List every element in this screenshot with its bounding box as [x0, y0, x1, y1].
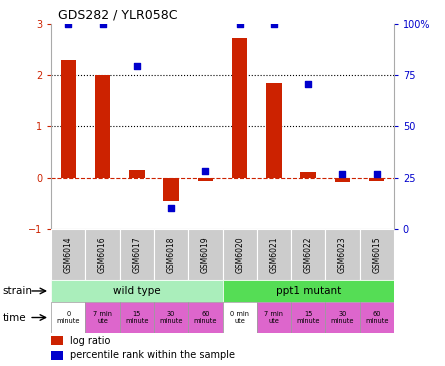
Text: 15
minute: 15 minute: [125, 311, 149, 324]
Bar: [222, 229, 257, 280]
Text: GSM6023: GSM6023: [338, 236, 347, 273]
Bar: [222, 302, 257, 333]
Text: GSM6016: GSM6016: [98, 236, 107, 273]
Bar: [188, 229, 222, 280]
Point: [271, 21, 278, 27]
Bar: [51, 336, 63, 346]
Text: 30
minute: 30 minute: [159, 311, 183, 324]
Text: time: time: [2, 313, 26, 322]
Bar: [291, 229, 325, 280]
Text: GSM6022: GSM6022: [303, 236, 313, 273]
Text: log ratio: log ratio: [70, 336, 110, 346]
Point: [99, 21, 106, 27]
Bar: [95, 75, 110, 178]
Bar: [154, 302, 188, 333]
Bar: [300, 172, 316, 178]
Bar: [222, 280, 394, 302]
Bar: [257, 229, 291, 280]
Text: GSM6021: GSM6021: [269, 236, 279, 273]
Bar: [325, 229, 360, 280]
Text: strain: strain: [2, 286, 32, 296]
Bar: [51, 302, 85, 333]
Bar: [335, 178, 350, 182]
Bar: [51, 351, 63, 360]
Text: 15
minute: 15 minute: [296, 311, 320, 324]
Text: 30
minute: 30 minute: [331, 311, 354, 324]
Text: GSM6017: GSM6017: [132, 236, 142, 273]
Point: [373, 172, 380, 178]
Text: GSM6020: GSM6020: [235, 236, 244, 273]
Text: percentile rank within the sample: percentile rank within the sample: [70, 350, 235, 360]
Point: [65, 21, 72, 27]
Bar: [129, 170, 145, 178]
Bar: [188, 302, 222, 333]
Text: 7 min
ute: 7 min ute: [93, 311, 112, 324]
Bar: [154, 229, 188, 280]
Bar: [120, 229, 154, 280]
Bar: [291, 302, 325, 333]
Text: 0 min
ute: 0 min ute: [230, 311, 249, 324]
Text: 60
minute: 60 minute: [194, 311, 217, 324]
Bar: [120, 302, 154, 333]
Text: GSM6018: GSM6018: [166, 236, 176, 273]
Bar: [360, 229, 394, 280]
Bar: [369, 178, 384, 181]
Text: 0
minute: 0 minute: [57, 311, 80, 324]
Bar: [257, 302, 291, 333]
Bar: [61, 60, 76, 178]
Bar: [85, 229, 120, 280]
Text: 7 min
ute: 7 min ute: [264, 311, 283, 324]
Bar: [232, 38, 247, 178]
Point: [168, 205, 175, 211]
Text: ppt1 mutant: ppt1 mutant: [275, 286, 341, 296]
Text: GSM6015: GSM6015: [372, 236, 381, 273]
Text: GDS282 / YLR058C: GDS282 / YLR058C: [58, 8, 178, 21]
Text: 60
minute: 60 minute: [365, 311, 388, 324]
Bar: [51, 280, 223, 302]
Point: [236, 21, 243, 27]
Point: [339, 171, 346, 177]
Text: GSM6019: GSM6019: [201, 236, 210, 273]
Bar: [325, 302, 360, 333]
Bar: [163, 178, 179, 201]
Text: GSM6014: GSM6014: [64, 236, 73, 273]
Bar: [198, 178, 213, 181]
Point: [202, 168, 209, 174]
Bar: [51, 229, 85, 280]
Bar: [85, 302, 120, 333]
Point: [305, 81, 312, 87]
Bar: [266, 83, 282, 178]
Text: wild type: wild type: [113, 286, 161, 296]
Bar: [360, 302, 394, 333]
Point: [134, 63, 141, 69]
